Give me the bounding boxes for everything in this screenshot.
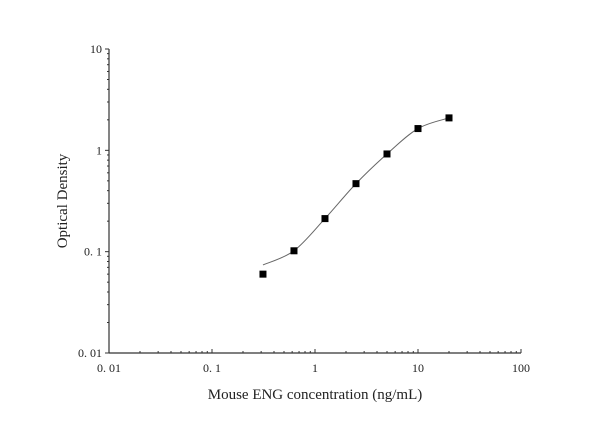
x-axis-label: Mouse ENG concentration (ng/mL) (208, 387, 423, 403)
data-point (414, 125, 422, 133)
x-tick-label: 10 (412, 361, 424, 375)
x-tick-label: 100 (512, 361, 530, 375)
y-tick-label: 10 (90, 42, 102, 56)
y-tick-label: 0. 1 (84, 245, 102, 259)
x-tick-label: 0. 01 (97, 361, 121, 375)
y-axis-label: Optical Density (55, 153, 71, 248)
data-point (290, 247, 298, 255)
ticks: 0. 01 0. 1 1 10 100 0. 01 0. 1 1 10 (78, 42, 530, 375)
y-tick-label: 1 (96, 143, 102, 157)
data-point (321, 215, 329, 223)
x-tick-label: 0. 1 (203, 361, 221, 375)
data-point (259, 270, 267, 278)
axes (108, 49, 521, 354)
fit-curve (262, 117, 450, 266)
data-points (259, 114, 453, 278)
data-point (383, 150, 391, 158)
data-point (445, 114, 453, 122)
data-point (352, 180, 360, 188)
y-tick-label: 0. 01 (78, 346, 102, 360)
x-tick-label: 1 (312, 361, 318, 375)
